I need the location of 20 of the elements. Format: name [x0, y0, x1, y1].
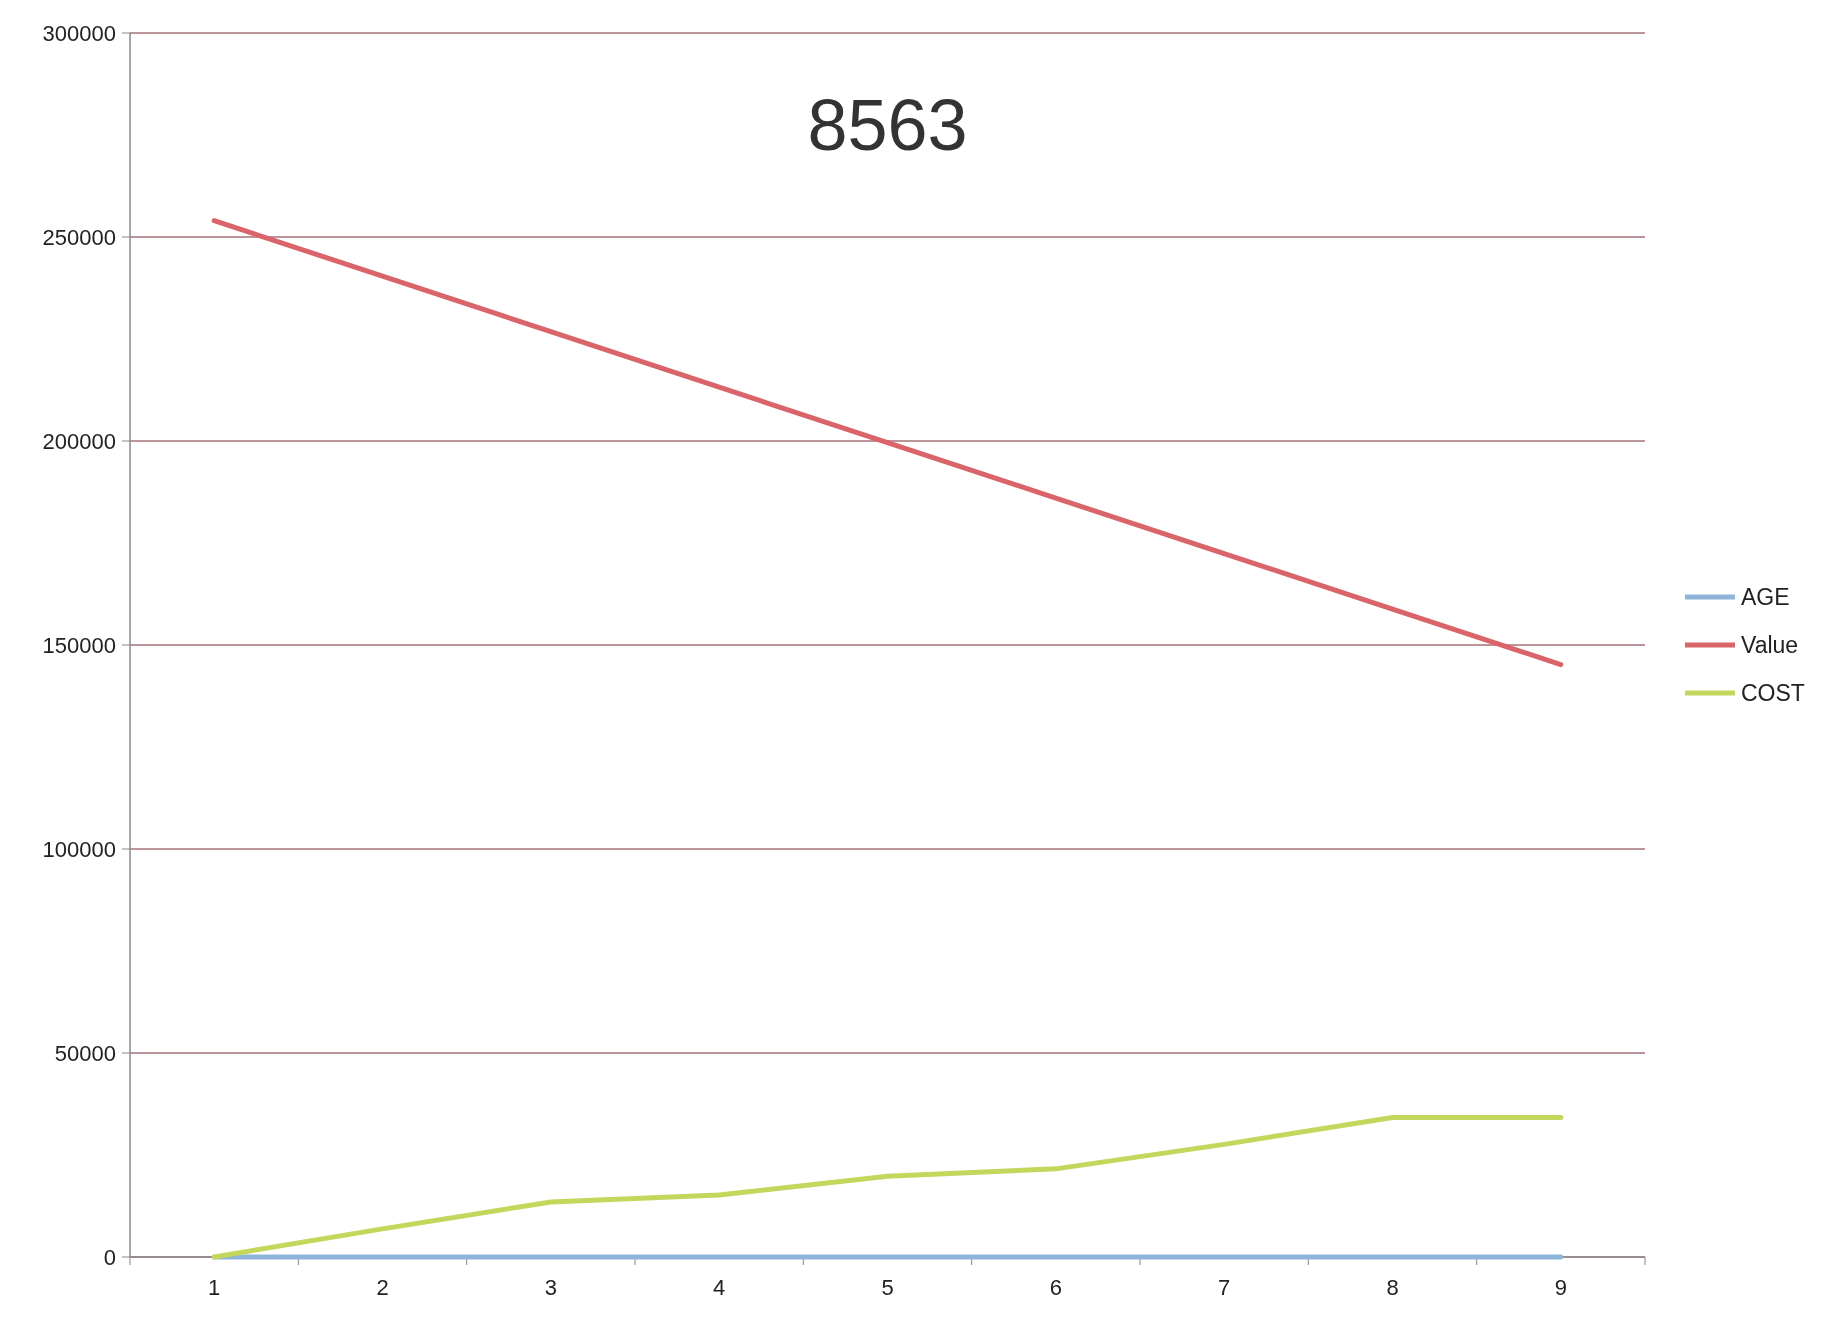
x-tick-label: 8 [1386, 1275, 1399, 1300]
y-tick-label: 0 [103, 1244, 116, 1270]
y-tick-label: 300000 [42, 20, 116, 46]
x-tick-label: 5 [881, 1275, 894, 1300]
x-tick-label: 2 [376, 1275, 389, 1300]
y-tick-label: 250000 [42, 224, 116, 250]
x-tick-label: 7 [1218, 1275, 1231, 1300]
legend-label: Value [1741, 632, 1799, 659]
legend-label: COST [1741, 680, 1805, 707]
y-tick-label: 200000 [42, 428, 116, 454]
x-tick-label: 6 [1049, 1275, 1062, 1300]
x-tick-label: 4 [713, 1275, 726, 1300]
x-tick-label: 9 [1554, 1275, 1567, 1300]
y-tick-label: 100000 [42, 836, 116, 862]
x-tick-label: 1 [208, 1275, 221, 1300]
x-tick-label: 3 [544, 1275, 557, 1300]
text: 8563 [807, 85, 968, 165]
y-tick-label: 150000 [42, 632, 116, 658]
y-tick-label: 50000 [54, 1040, 116, 1066]
legend-label: AGE [1741, 584, 1790, 611]
